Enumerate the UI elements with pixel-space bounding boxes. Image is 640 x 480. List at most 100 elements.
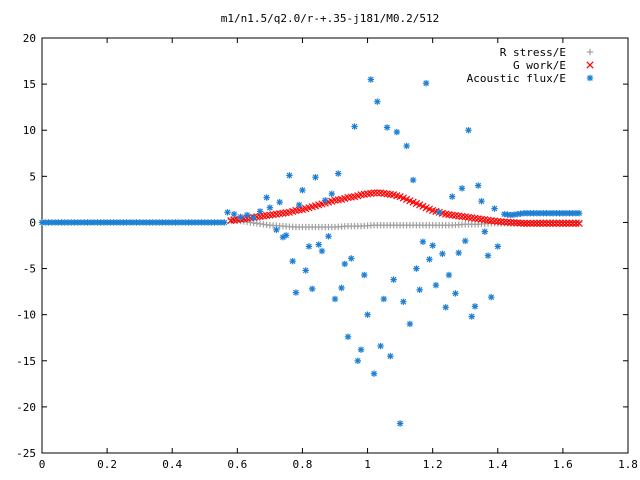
data-point (387, 352, 394, 360)
data-point (221, 219, 228, 226)
data-point (373, 189, 381, 197)
x-tick-label: 0.4 (162, 458, 182, 471)
chart-title: m1/n1.5/q2.0/r-+.35-j181/M0.2/512 (221, 12, 440, 25)
data-point (364, 311, 371, 318)
x-tick-label: 1.6 (553, 458, 573, 471)
y-tick-label: -5 (23, 263, 36, 276)
data-point (374, 98, 381, 105)
y-tick-label: 10 (23, 124, 36, 137)
y-tick-label: 15 (23, 78, 36, 91)
data-point (325, 233, 332, 240)
x-tick-label: 0.8 (293, 458, 313, 471)
y-tick-label: 5 (29, 170, 36, 183)
data-point (458, 185, 466, 192)
data-point (295, 201, 303, 209)
y-tick-label: -25 (16, 447, 36, 460)
data-point (305, 243, 313, 250)
data-point (309, 285, 316, 293)
data-point (315, 241, 322, 248)
legend-label: G work/E (513, 59, 566, 72)
data-point (400, 298, 407, 305)
data-point (449, 193, 456, 200)
y-tick-label: 20 (23, 32, 36, 45)
legend-label: R stress/E (500, 46, 566, 59)
legend-label: Acoustic flux/E (467, 72, 566, 85)
data-point (536, 219, 544, 227)
x-tick-label: 1.8 (618, 458, 638, 471)
x-tick-label: 1.2 (423, 458, 443, 471)
data-point (331, 295, 339, 303)
x-tick-label: 0.2 (97, 458, 117, 471)
data-point (426, 256, 433, 263)
data-point (552, 219, 561, 227)
data-point (562, 219, 570, 227)
data-point (556, 219, 564, 227)
data-point (432, 281, 440, 289)
data-point (328, 190, 335, 198)
series-2 (38, 76, 583, 427)
data-point (335, 170, 342, 177)
x-tick-label: 1 (364, 458, 371, 471)
data-point (299, 186, 306, 194)
y-tick-label: -15 (16, 355, 36, 368)
series-0 (227, 216, 583, 231)
data-point (569, 219, 577, 227)
data-point (533, 219, 541, 227)
x-tick-label: 0.6 (227, 458, 247, 471)
data-point (390, 276, 397, 283)
data-point (546, 219, 554, 227)
data-point (478, 198, 485, 205)
data-point (348, 255, 355, 262)
data-point (230, 210, 238, 218)
axes: 0 0.2 0.4 0.6 0.8 1 1.2 1.4 1.6 1.8 20 15 10 5 0 -5 -10 -… (16, 32, 638, 471)
data-point (338, 284, 345, 292)
data-point (393, 128, 401, 136)
data-point (351, 123, 358, 130)
y-tick-label: -20 (16, 401, 36, 414)
legend-marker (586, 74, 594, 82)
data-point (406, 320, 414, 328)
data-point (263, 194, 270, 201)
data-point (354, 357, 361, 364)
data-point (488, 293, 495, 301)
data-point (256, 208, 264, 215)
data-point (383, 124, 391, 131)
data-point (529, 219, 538, 227)
x-tick-label: 1.4 (488, 458, 508, 471)
data-point (302, 267, 309, 274)
data-point (409, 176, 417, 184)
data-point (572, 219, 580, 227)
data-point (491, 205, 498, 212)
data-point (429, 242, 436, 249)
data-point (471, 303, 479, 310)
data-point (575, 219, 583, 227)
legend-marker (586, 61, 594, 69)
data-point (178, 219, 186, 226)
data-point (575, 210, 583, 217)
data-point (526, 219, 534, 227)
data-point (292, 289, 300, 296)
data-point (539, 219, 547, 227)
plot-frame (41, 37, 629, 454)
data-point (520, 219, 528, 227)
data-point (542, 219, 551, 227)
data-point (370, 189, 378, 197)
data-marks (38, 76, 583, 427)
data-point (361, 271, 368, 279)
data-point (403, 142, 410, 150)
data-point (282, 232, 290, 239)
data-point (484, 252, 492, 259)
data-point (462, 237, 469, 245)
data-point (419, 238, 427, 246)
data-point (549, 219, 557, 227)
data-point (475, 182, 482, 189)
data-point (565, 219, 574, 227)
data-point (416, 286, 423, 293)
data-point (367, 76, 375, 83)
data-point (357, 346, 365, 353)
data-point (523, 219, 531, 227)
data-point (276, 198, 283, 206)
data-point (370, 370, 378, 377)
